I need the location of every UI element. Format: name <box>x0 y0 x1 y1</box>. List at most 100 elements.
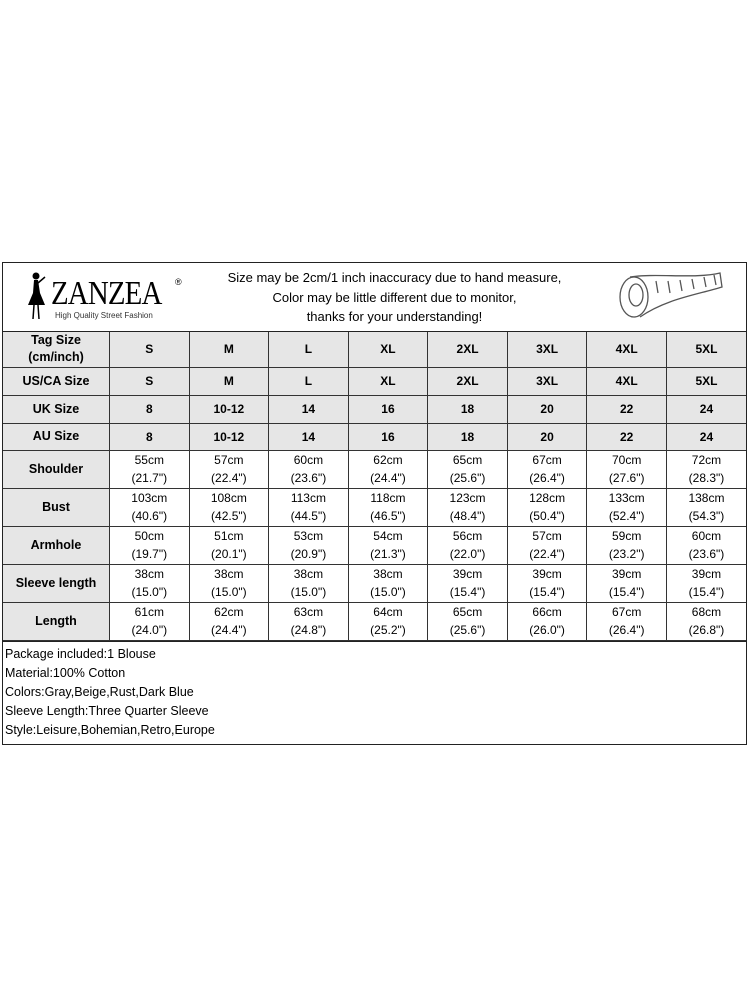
size-cell: 5XL <box>665 332 746 368</box>
inch-value: (24.0") <box>131 623 168 637</box>
size-cell: 18 <box>427 394 508 424</box>
inch-value: (24.8") <box>290 623 327 637</box>
measurement-cell: 138cm (54.3") <box>665 487 746 527</box>
measurement-cell: 57cm (22.4") <box>188 449 270 489</box>
measurement-cell: 38cm (15.0") <box>268 563 349 603</box>
size-cell: 2XL <box>427 332 508 368</box>
size-row: Tag Size (cm/inch) S M L XL 2XL 3XL 4XL 5XL <box>3 332 746 368</box>
cm-value: 50cm <box>134 529 164 543</box>
registered-mark: ® <box>175 277 182 287</box>
cm-value: 68cm <box>691 605 722 619</box>
size-cell: 22 <box>586 394 667 424</box>
row-label: AU Size <box>3 422 110 451</box>
inch-value: (20.1") <box>211 547 247 561</box>
cm-value: 59cm <box>611 529 642 543</box>
inch-value: (25.6") <box>449 471 486 485</box>
inch-value: (20.9") <box>290 547 327 561</box>
inch-value: (48.4") <box>449 509 486 523</box>
inch-value: (23.6") <box>290 471 327 485</box>
size-cell: 5XL <box>665 366 746 396</box>
measurement-row: Sleeve length 38cm (15.0") 38cm (15.0") 38cm (… <box>3 563 746 603</box>
size-cell: 24 <box>665 422 746 451</box>
measurement-cell: 128cm (50.4") <box>506 487 588 527</box>
measurement-cell: 108cm (42.5") <box>188 487 270 527</box>
cm-value: 63cm <box>293 605 324 619</box>
size-cell: 10-12 <box>188 422 270 451</box>
info-package: Package included:1 Blouse <box>5 646 156 661</box>
row-label: Tag Size (cm/inch) <box>3 332 110 368</box>
size-row: AU Size 8 10-12 14 16 18 20 22 24 <box>3 422 746 451</box>
size-cell: 4XL <box>586 332 667 368</box>
inch-value: (54.3") <box>688 509 725 523</box>
size-cell: 14 <box>268 422 349 451</box>
measurement-cell: 118cm (46.5") <box>347 487 429 527</box>
measurement-row: Shoulder 55cm (21.7") 57cm (22.4") 60cm (23.6"… <box>3 449 746 489</box>
size-cell: L <box>268 366 349 396</box>
inch-value: (15.4") <box>529 585 565 599</box>
size-table: Tag Size (cm/inch) S M L XL 2XL 3XL 4XL 5XL US/CA… <box>3 332 746 641</box>
cm-value: 60cm <box>691 529 722 543</box>
size-cell: 10-12 <box>188 394 270 424</box>
cm-value: 61cm <box>134 605 164 619</box>
cm-value: 38cm <box>214 567 244 581</box>
cm-value: 39cm <box>691 567 722 581</box>
measurement-cell: 133cm (52.4") <box>586 487 667 527</box>
inch-value: (21.3") <box>370 547 406 561</box>
cm-value: 67cm <box>532 453 562 467</box>
cm-value: 66cm <box>532 605 562 619</box>
measurement-cell: 70cm (27.6") <box>586 449 667 489</box>
size-cell: 2XL <box>427 366 508 396</box>
size-row: US/CA Size S M L XL 2XL 3XL 4XL 5XL <box>3 366 746 396</box>
inch-value: (15.0") <box>290 585 327 599</box>
measurement-cell: 53cm (20.9") <box>268 525 349 565</box>
measurement-cell: 38cm (15.0") <box>188 563 270 603</box>
measurement-cell: 113cm (44.5") <box>268 487 349 527</box>
measurement-cell: 50cm (19.7") <box>109 525 190 565</box>
inch-value: (46.5") <box>370 509 406 523</box>
row-label: Shoulder <box>3 449 110 489</box>
size-cell: 20 <box>506 422 588 451</box>
measurement-row: Bust 103cm (40.6") 108cm (42.5") 113cm (44.5")… <box>3 487 746 527</box>
measurement-cell: 60cm (23.6") <box>665 525 746 565</box>
inch-value: (21.7") <box>131 471 168 485</box>
size-cell: L <box>268 332 349 368</box>
measurement-cell: 62cm (24.4") <box>188 601 270 641</box>
measurement-cell: 39cm (15.4") <box>665 563 746 603</box>
cm-value: 133cm <box>608 491 645 505</box>
cm-value: 65cm <box>452 605 483 619</box>
measurement-cell: 67cm (26.4") <box>586 601 667 641</box>
measurement-cell: 55cm (21.7") <box>109 449 190 489</box>
info-style: Style:Leisure,Bohemian,Retro,Europe <box>5 723 215 738</box>
measurement-cell: 65cm (25.6") <box>427 449 508 489</box>
measurement-cell: 72cm (28.3") <box>665 449 746 489</box>
measurement-cell: 51cm (20.1") <box>188 525 270 565</box>
cm-value: 51cm <box>214 529 244 543</box>
cm-value: 39cm <box>611 567 642 581</box>
measurement-cell: 54cm (21.3") <box>347 525 429 565</box>
inch-value: (24.4") <box>370 471 406 485</box>
size-chart: ZANZEA ® High Quality Street Fashion Siz… <box>2 262 747 745</box>
inch-value: (15.4") <box>688 585 725 599</box>
row-label: UK Size <box>3 394 110 424</box>
cm-value: 103cm <box>131 491 168 505</box>
inch-value: (40.6") <box>131 509 168 523</box>
inch-value: (22.0") <box>449 547 486 561</box>
inch-value: (22.4") <box>211 471 247 485</box>
size-cell: 22 <box>586 422 667 451</box>
chart-header: ZANZEA ® High Quality Street Fashion Siz… <box>3 263 746 332</box>
measurement-row: Length 61cm (24.0") 62cm (24.4") 63cm (24.8") 6… <box>3 601 746 641</box>
cm-value: 55cm <box>134 453 164 467</box>
size-cell: M <box>188 366 270 396</box>
cm-value: 38cm <box>134 567 164 581</box>
inch-value: (26.4") <box>608 623 645 637</box>
inch-value: (28.3") <box>688 471 725 485</box>
measuring-tape-icon <box>619 272 723 318</box>
size-cell: 8 <box>109 394 190 424</box>
inch-value: (15.0") <box>131 585 168 599</box>
measurement-cell: 66cm (26.0") <box>506 601 588 641</box>
inch-value: (22.4") <box>529 547 565 561</box>
cm-value: 67cm <box>611 605 642 619</box>
inch-value: (26.4") <box>529 471 565 485</box>
size-cell: 14 <box>268 394 349 424</box>
cm-value: 123cm <box>449 491 486 505</box>
